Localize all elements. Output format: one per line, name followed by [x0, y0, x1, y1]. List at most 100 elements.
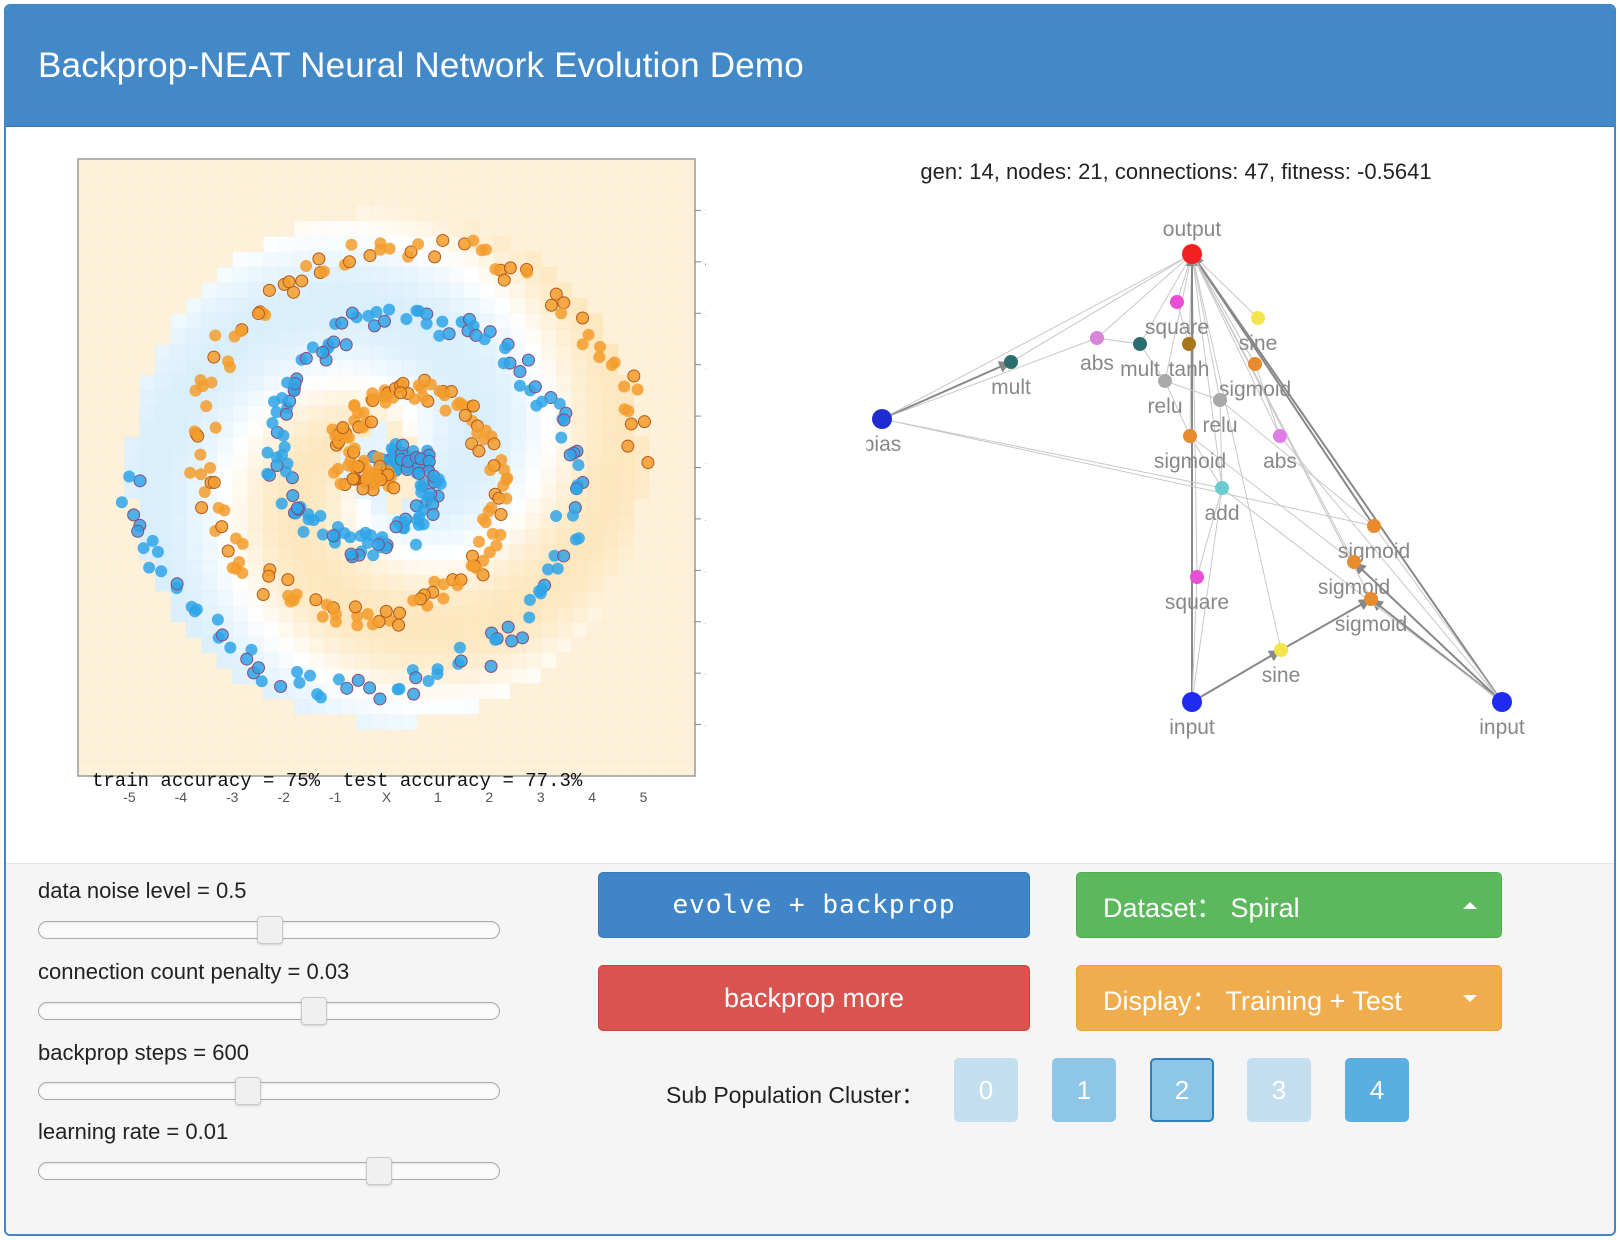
network-node[interactable]: [1182, 244, 1202, 264]
network-node[interactable]: [1133, 337, 1147, 351]
orange-data-point: [194, 374, 207, 387]
background-cell: [93, 575, 110, 592]
network-node[interactable]: [1273, 429, 1287, 443]
background-cell: [155, 374, 172, 391]
background-cell: [509, 513, 526, 530]
network-node[interactable]: [1190, 570, 1204, 584]
cluster-button-4[interactable]: 4: [1345, 1058, 1409, 1122]
orange-data-point: [637, 415, 651, 429]
network-node[interactable]: [1248, 357, 1262, 371]
orange-data-point: [200, 400, 213, 413]
cluster-button-1[interactable]: 1: [1052, 1058, 1116, 1122]
background-cell: [78, 529, 94, 546]
background-cell: [108, 621, 125, 638]
background-cell: [278, 159, 295, 175]
background-cell: [587, 266, 603, 283]
dataset-dropdown[interactable]: Dataset： Spiral: [1076, 872, 1502, 938]
background-cell: [386, 714, 403, 731]
display-dropdown[interactable]: Display： Training + Test: [1076, 965, 1502, 1031]
background-cell: [139, 745, 156, 762]
background-cell: [170, 313, 187, 330]
background-cell: [139, 251, 156, 268]
background-cell: [417, 189, 434, 206]
background-cell: [371, 590, 387, 607]
backprop-more-button[interactable]: backprop more: [598, 965, 1030, 1031]
background-cell: [263, 251, 280, 268]
background-cell: [648, 236, 665, 253]
background-cell: [309, 482, 326, 499]
network-node[interactable]: [1347, 555, 1361, 569]
background-cell: [108, 159, 125, 175]
background-cell: [216, 159, 233, 175]
background-cell: [648, 544, 665, 561]
background-cell: [201, 266, 218, 283]
background-cell: [340, 652, 357, 669]
blue-data-point: [550, 510, 563, 523]
noise-slider-thumb[interactable]: [257, 916, 283, 944]
background-cell: [617, 544, 634, 561]
network-node[interactable]: [1251, 311, 1265, 325]
background-cell: [170, 159, 187, 175]
background-cell: [170, 467, 187, 484]
orange-data-point: [486, 527, 499, 540]
background-cell: [324, 390, 341, 407]
network-node[interactable]: [1183, 429, 1197, 443]
noise-slider[interactable]: [38, 916, 500, 944]
background-cell: [448, 282, 465, 299]
background-cell: [78, 174, 94, 191]
background-cell: [78, 668, 94, 684]
background-cell: [479, 282, 495, 298]
network-node[interactable]: [1492, 692, 1512, 712]
penalty-slider[interactable]: [38, 997, 500, 1025]
background-cell: [602, 637, 619, 654]
background-cell: [494, 282, 511, 299]
background-cell: [463, 467, 480, 484]
learning-rate-slider[interactable]: [38, 1157, 500, 1185]
network-node[interactable]: [1367, 519, 1381, 533]
background-cell: [185, 405, 202, 422]
penalty-slider-thumb[interactable]: [301, 997, 327, 1025]
blue-data-point: [515, 631, 529, 645]
background-cell: [263, 637, 280, 654]
network-node[interactable]: [1170, 295, 1184, 309]
network-node[interactable]: [1274, 643, 1288, 657]
cluster-button-2[interactable]: 2: [1150, 1058, 1214, 1122]
app-window: Backprop-NEAT Neural Network Evolution D…: [4, 4, 1616, 1236]
network-node[interactable]: [1182, 337, 1196, 351]
network-node[interactable]: [1090, 331, 1104, 345]
background-cell: [278, 760, 295, 776]
background-cell: [185, 637, 202, 654]
network-node[interactable]: [1004, 355, 1018, 369]
network-node[interactable]: [1215, 481, 1229, 495]
background-cell: [556, 698, 573, 715]
steps-slider[interactable]: [38, 1077, 500, 1105]
cluster-button-3[interactable]: 3: [1247, 1058, 1311, 1122]
background-cell: [124, 328, 141, 345]
background-cell: [695, 329, 706, 345]
orange-data-point: [618, 380, 631, 393]
network-node[interactable]: [1364, 592, 1378, 606]
network-node[interactable]: [1213, 393, 1227, 407]
background-cell: [201, 590, 218, 607]
background-cell: [93, 159, 110, 175]
cluster-button-0[interactable]: 0: [954, 1058, 1018, 1122]
background-cell: [695, 157, 706, 160]
background-cell: [571, 205, 588, 222]
network-node[interactable]: [1158, 374, 1172, 388]
network-node[interactable]: [1182, 692, 1202, 712]
background-cell: [602, 174, 619, 191]
background-cell: [78, 344, 94, 361]
background-cell: [494, 575, 511, 592]
background-cell: [293, 729, 310, 746]
background-cell: [602, 344, 619, 361]
background-cell: [401, 421, 418, 438]
background-cell: [263, 236, 280, 253]
steps-slider-thumb[interactable]: [235, 1077, 261, 1105]
blue-data-point: [215, 628, 229, 642]
background-cell: [401, 266, 418, 283]
network-node[interactable]: [872, 409, 892, 429]
evolve-backprop-button[interactable]: evolve + backprop: [598, 872, 1030, 938]
learning-rate-slider-thumb[interactable]: [366, 1157, 392, 1185]
